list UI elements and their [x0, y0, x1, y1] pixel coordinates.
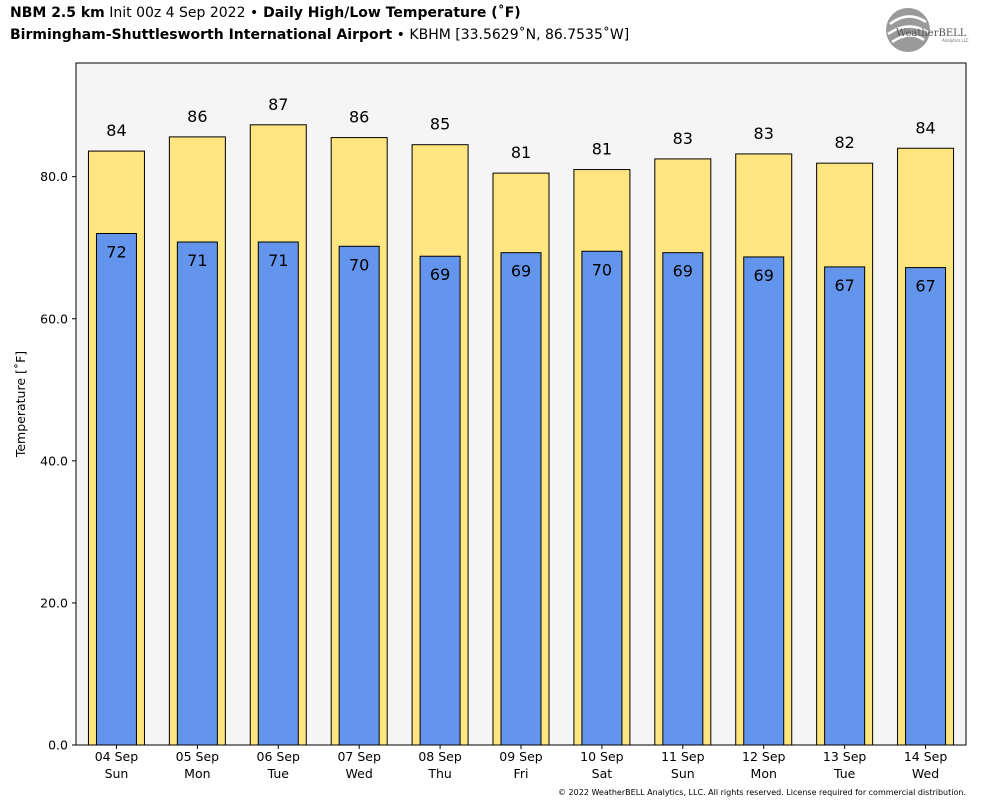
y-tick-label: 40.0: [40, 453, 68, 468]
high-temp-label: 81: [511, 143, 531, 162]
low-temp-bar: [581, 250, 623, 746]
low-temp-bar: [257, 241, 299, 746]
y-tick-label: 0.0: [48, 738, 68, 753]
low-temp-bar: [95, 233, 137, 746]
chart-title-line1: NBM 2.5 km Init 00z 4 Sep 2022 • Daily H…: [10, 5, 521, 21]
low-temp-label: 70: [349, 255, 369, 274]
low-temp-label: 69: [754, 266, 774, 285]
low-temp-bar: [824, 266, 866, 746]
x-tick-label-date: 14 Sep: [904, 749, 948, 764]
y-tick-label: 60.0: [40, 311, 68, 326]
x-tick-label-date: 10 Sep: [580, 749, 624, 764]
low-temp-bar: [176, 241, 218, 746]
high-temp-label: 84: [106, 121, 126, 140]
x-tick-label-day: Tue: [833, 766, 856, 781]
low-temp-bar: [905, 267, 947, 746]
high-temp-label: 81: [592, 140, 612, 159]
x-tick-label-date: 08 Sep: [418, 749, 462, 764]
x-tick-label-day: Sun: [105, 766, 129, 781]
low-temp-bar: [662, 252, 704, 746]
x-tick-label-day: Mon: [751, 766, 777, 781]
high-temp-label: 87: [268, 95, 288, 114]
y-tick-label: 80.0: [40, 169, 68, 184]
low-temp-bar: [419, 255, 461, 746]
logo-text: WeatherBELL: [896, 28, 967, 39]
high-temp-label: 82: [834, 133, 854, 152]
chart-title-line2: Birmingham-Shuttlesworth International A…: [10, 27, 629, 43]
logo-subtext: Analytics LLC: [942, 38, 969, 43]
low-temp-label: 69: [430, 265, 450, 284]
x-tick-label-day: Tue: [267, 766, 290, 781]
low-temp-label: 72: [106, 243, 126, 262]
weatherbell-logo: WeatherBELL Analytics LLC: [886, 8, 969, 52]
low-temp-label: 70: [592, 260, 612, 279]
x-tick-label-day: Sat: [592, 766, 613, 781]
model-name: NBM 2.5 km: [10, 5, 105, 21]
location-name: Birmingham-Shuttlesworth International A…: [10, 27, 393, 43]
x-tick-label-day: Wed: [346, 766, 373, 781]
x-tick-label-date: 07 Sep: [337, 749, 381, 764]
low-temp-label: 67: [915, 277, 935, 296]
low-temp-bar: [743, 256, 785, 746]
x-tick-label-day: Wed: [912, 766, 939, 781]
y-tick-label: 20.0: [40, 595, 68, 610]
station-info: KBHM [33.5629˚N, 86.7535˚W]: [409, 27, 630, 43]
init-time: Init 00z 4 Sep 2022: [104, 5, 250, 21]
y-axis-label: Temperature [˚F]: [13, 351, 28, 458]
high-temp-label: 85: [430, 115, 450, 134]
x-tick-label-day: Sun: [671, 766, 695, 781]
high-temp-label: 86: [349, 108, 369, 127]
title-separator-2: •: [392, 27, 410, 43]
high-temp-label: 86: [187, 107, 207, 126]
x-tick-label-date: 12 Sep: [742, 749, 786, 764]
low-temp-bar: [500, 252, 542, 746]
x-tick-label-day: Mon: [184, 766, 210, 781]
x-tick-label-date: 06 Sep: [257, 749, 301, 764]
high-temp-label: 83: [673, 129, 693, 148]
x-tick-label-day: Thu: [427, 766, 451, 781]
high-temp-label: 83: [754, 124, 774, 143]
x-tick-label-date: 04 Sep: [95, 749, 139, 764]
x-tick-label-day: Fri: [514, 766, 529, 781]
low-temp-bar: [338, 245, 380, 746]
x-tick-label-date: 09 Sep: [499, 749, 543, 764]
high-temp-label: 84: [915, 118, 935, 137]
x-tick-label-date: 13 Sep: [823, 749, 867, 764]
low-temp-label: 69: [673, 262, 693, 281]
logo-swirl: [887, 15, 929, 44]
low-temp-label: 69: [511, 262, 531, 281]
x-tick-label-date: 05 Sep: [176, 749, 220, 764]
title-separator: •: [249, 5, 259, 21]
product-name: Daily High/Low Temperature (˚F): [258, 5, 521, 21]
low-temp-label: 71: [268, 251, 288, 270]
low-temp-label: 67: [834, 276, 854, 295]
copyright-notice: © 2022 WeatherBELL Analytics, LLC. All r…: [558, 788, 966, 797]
x-tick-label-date: 11 Sep: [661, 749, 705, 764]
low-temp-label: 71: [187, 251, 207, 270]
